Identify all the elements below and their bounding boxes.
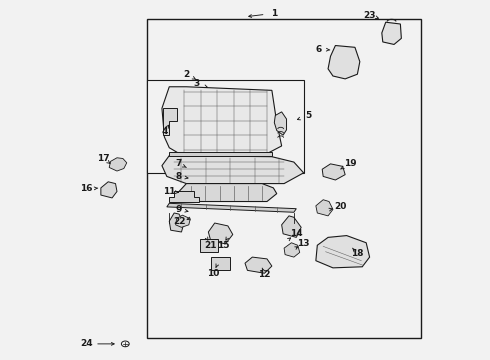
Text: 11: 11 [163, 187, 175, 196]
Text: 10: 10 [207, 269, 220, 278]
Text: 23: 23 [364, 10, 376, 19]
Polygon shape [274, 112, 287, 135]
Text: 7: 7 [176, 159, 182, 168]
Text: 6: 6 [315, 45, 321, 54]
Text: 17: 17 [97, 154, 110, 163]
Text: 16: 16 [80, 184, 93, 193]
Polygon shape [163, 108, 176, 135]
Bar [211, 257, 230, 270]
Polygon shape [382, 22, 401, 44]
Polygon shape [169, 213, 184, 232]
Polygon shape [167, 203, 296, 212]
Polygon shape [101, 182, 117, 198]
Polygon shape [316, 200, 333, 216]
Text: 14: 14 [290, 229, 303, 238]
Text: 13: 13 [297, 239, 310, 248]
Polygon shape [162, 156, 304, 184]
Polygon shape [162, 87, 282, 155]
Text: 1: 1 [271, 9, 277, 18]
Text: 21: 21 [204, 241, 217, 250]
Text: 22: 22 [173, 217, 185, 226]
Bar [147, 19, 421, 338]
Polygon shape [245, 257, 272, 273]
Text: 4: 4 [161, 127, 168, 136]
Text: 5: 5 [305, 111, 312, 120]
Polygon shape [316, 235, 369, 268]
Polygon shape [169, 191, 198, 202]
Text: 12: 12 [258, 270, 271, 279]
Polygon shape [282, 216, 301, 237]
Text: 9: 9 [176, 205, 182, 214]
Polygon shape [208, 223, 233, 244]
Text: 2: 2 [183, 70, 190, 79]
Text: 15: 15 [217, 241, 229, 250]
Polygon shape [179, 184, 277, 202]
Bar [200, 239, 218, 252]
Polygon shape [175, 215, 190, 227]
Polygon shape [322, 164, 345, 180]
Polygon shape [328, 45, 360, 79]
Text: 24: 24 [80, 339, 93, 348]
Text: 19: 19 [344, 159, 356, 168]
Text: 3: 3 [193, 79, 199, 88]
Polygon shape [284, 243, 300, 257]
Polygon shape [109, 158, 127, 171]
Text: 20: 20 [334, 202, 346, 211]
Text: 8: 8 [176, 172, 182, 181]
Bar [147, 80, 304, 173]
Text: 18: 18 [351, 249, 364, 258]
Polygon shape [169, 152, 272, 156]
